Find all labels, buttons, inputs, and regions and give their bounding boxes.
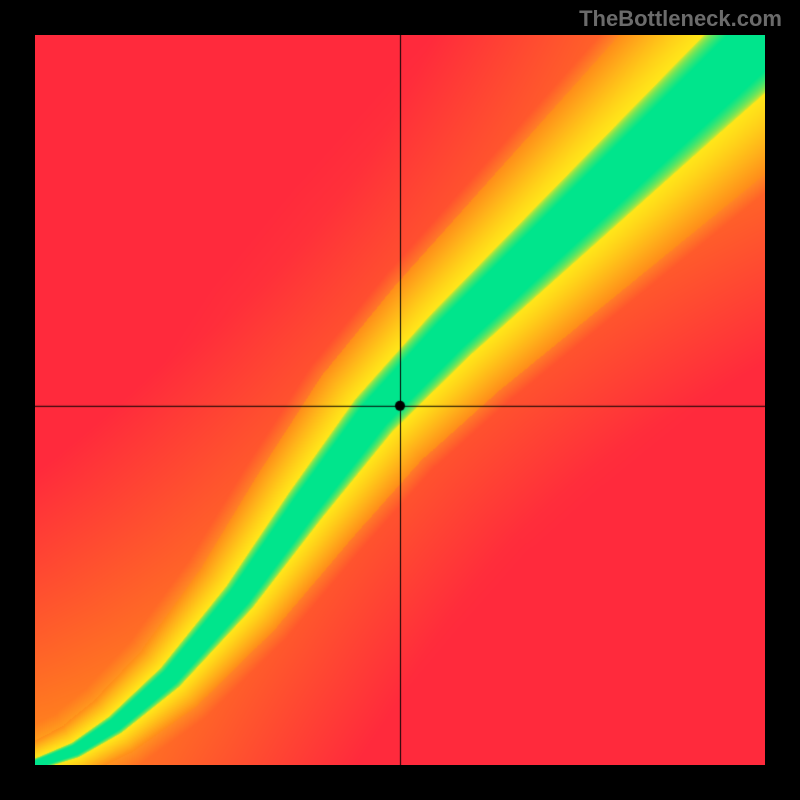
heatmap-canvas <box>35 35 765 765</box>
chart-container: TheBottleneck.com <box>0 0 800 800</box>
watermark-text: TheBottleneck.com <box>579 6 782 32</box>
